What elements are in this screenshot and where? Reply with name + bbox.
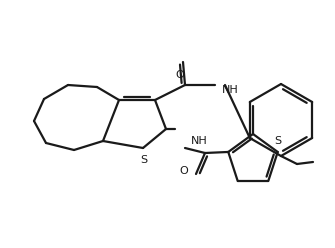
Text: O: O — [176, 70, 184, 80]
Text: S: S — [140, 155, 147, 165]
Text: NH: NH — [191, 136, 208, 146]
Text: O: O — [179, 166, 188, 176]
Text: NH: NH — [222, 85, 239, 95]
Text: S: S — [274, 136, 281, 146]
